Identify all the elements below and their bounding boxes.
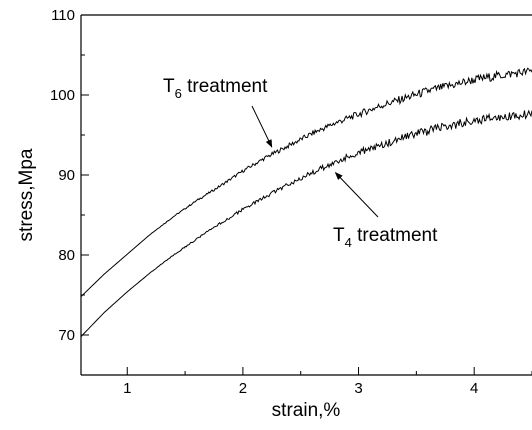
annotation-label-t6: T6 treatment [163,76,268,101]
y-tick-label: 70 [58,327,75,344]
annotation-label-t4: T4 treatment [333,225,438,250]
x-axis-title: strain,% [272,400,341,421]
y-tick-label: 110 [51,7,75,24]
x-tick-label: 3 [354,380,362,397]
series-layer [81,67,532,337]
annotation-arrow-t4 [334,172,379,218]
ticks-layer: 1 2 3 4 70 80 90 100 110 [50,7,532,397]
y-tick-label: 90 [58,167,75,184]
series-line-t6 [81,67,532,297]
y-tick-label: 80 [58,247,75,264]
annotation-arrow-t6 [251,105,273,148]
y-axis-title: stress,Mpa [16,148,37,241]
x-tick-label: 1 [123,380,131,397]
annotation-layer: T6 treatment T4 treatment [163,76,438,250]
y-tick-label: 100 [50,87,75,104]
x-tick-label: 4 [470,380,478,397]
series-line-t4 [81,109,532,337]
x-tick-label: 2 [239,380,247,397]
